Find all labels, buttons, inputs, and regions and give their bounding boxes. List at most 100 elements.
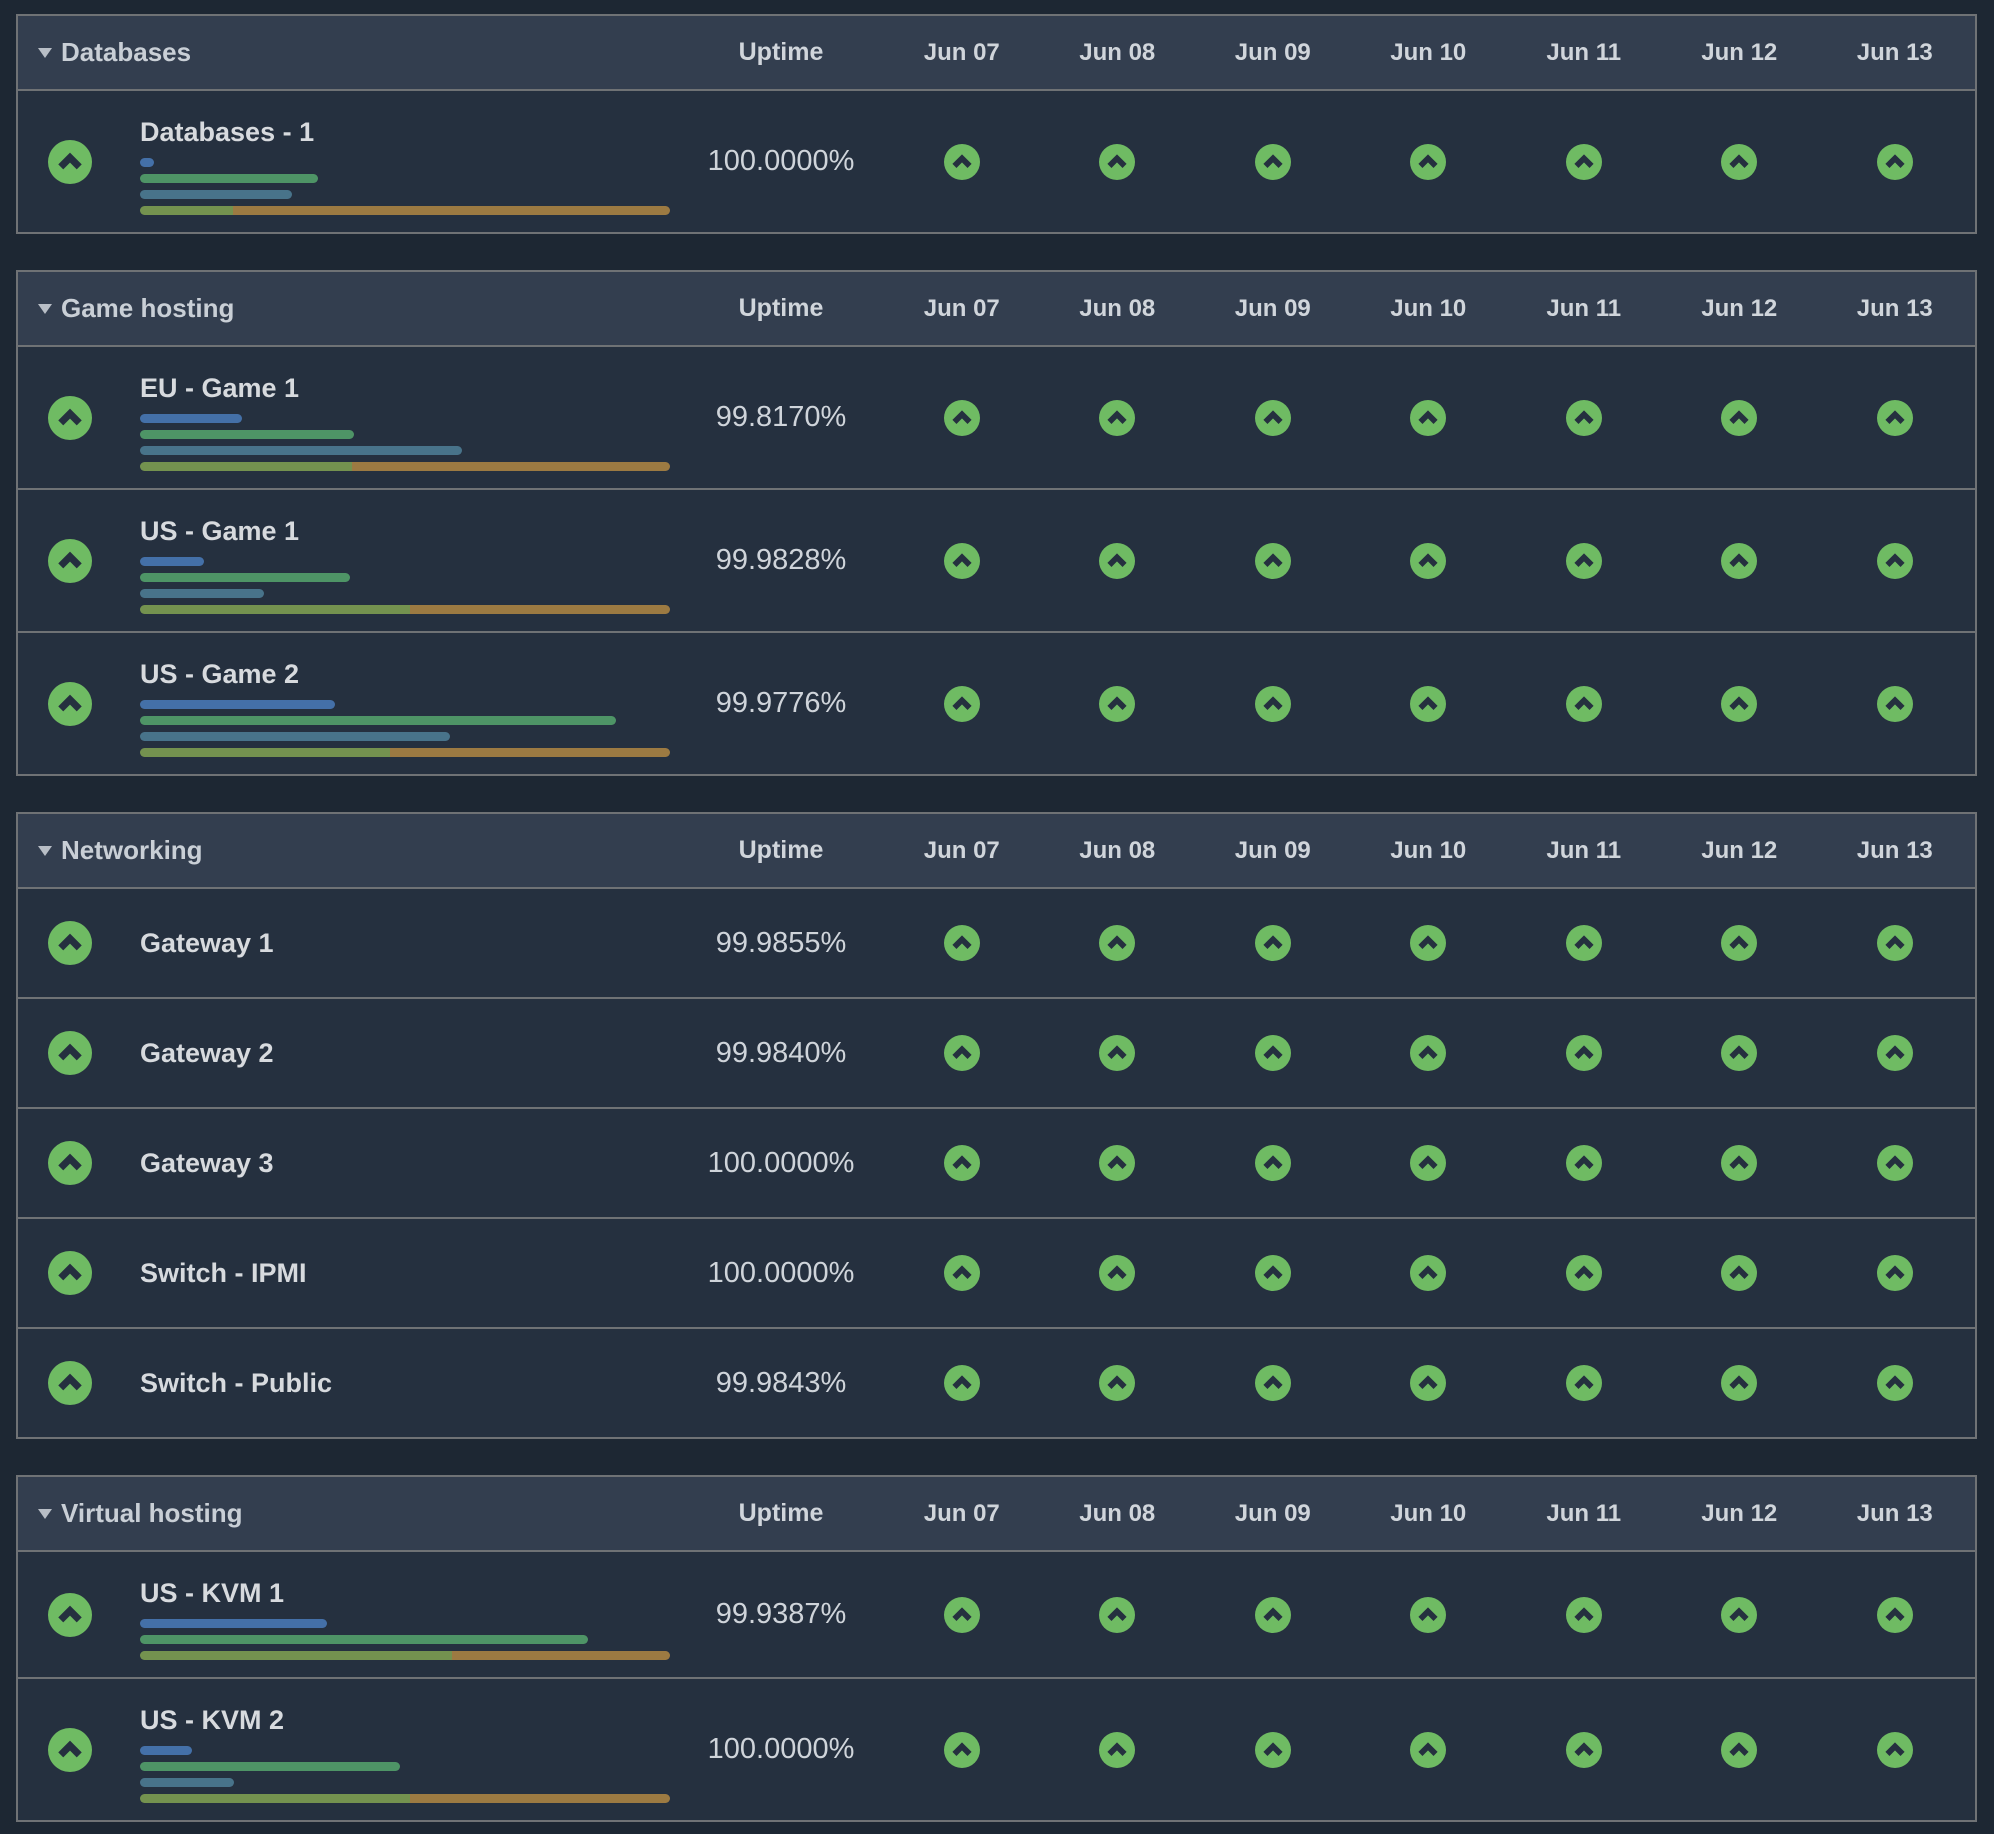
monitor-name: Gateway 3 [140,1148,274,1178]
date-column-header: Jun 08 [1079,294,1156,322]
date-column-header: Jun 13 [1856,38,1933,66]
daily-status-up-icon [943,1035,980,1071]
daily-status-cell [1817,1329,1973,1437]
monitor-name: US - KVM 1 [140,1578,285,1608]
date-column-header: Jun 10 [1390,836,1467,864]
monitor-summary: Databases - 1 [140,91,678,215]
status-up-icon [48,1727,92,1772]
daily-status-cell [1506,633,1662,774]
status-up-icon [48,1251,92,1295]
daily-status-cell [1040,999,1196,1107]
section-collapse-toggle[interactable]: Networking [18,835,678,866]
daily-status-cell [1195,1329,1351,1437]
response-bar-segment [410,1794,670,1803]
status-up-icon [48,1031,92,1075]
section-collapse-toggle[interactable]: Databases [18,37,678,68]
date-column-header: Jun 07 [923,38,1000,66]
daily-status-cell [1506,1109,1662,1217]
daily-status-up-icon [1410,1731,1447,1768]
response-bar-segment [140,573,350,582]
response-bar [140,430,678,439]
section-collapse-toggle[interactable]: Game hosting [18,293,678,324]
date-column-header: Jun 13 [1856,1499,1933,1527]
monitor-row: US - KVM 1 99.9387% [18,1550,1975,1677]
response-bar [140,414,678,423]
daily-status-up-icon [1254,143,1291,180]
response-bar-segment [140,700,335,709]
uptime-value: 99.9387% [715,1598,847,1630]
response-bar-segment [352,462,670,471]
daily-status-cell [884,1329,1040,1437]
monitor-name-cell: US - KVM 1 [18,1552,678,1677]
daily-status-cell [884,1679,1040,1820]
response-bar [140,158,678,167]
daily-status-cell [1662,490,1818,631]
response-bar-segment [452,1651,670,1660]
daily-status-up-icon [1876,399,1913,436]
daily-status-cell [1817,347,1973,488]
uptime-value: 99.9855% [715,926,847,959]
daily-status-up-icon [1721,1596,1758,1633]
daily-status-up-icon [1254,1596,1291,1633]
daily-status-cell [1195,889,1351,997]
daily-status-up-icon [1876,143,1913,180]
daily-status-up-icon [1410,1255,1447,1291]
daily-status-cell [1662,1109,1818,1217]
response-bar [140,446,678,455]
uptime-column-header: Uptime [738,1499,824,1527]
date-column-header: Jun 11 [1546,38,1622,66]
daily-status-up-icon [1410,399,1447,436]
response-bar [140,1746,678,1755]
daily-status-up-icon [1721,1255,1758,1291]
section-header: Game hosting Uptime Jun 07 Jun 08 Jun 09 Jun … [18,272,1975,345]
status-up-icon [48,1141,92,1185]
daily-status-up-icon [1565,1365,1602,1401]
daily-status-cell [1662,1329,1818,1437]
status-up-icon [48,395,92,440]
daily-status-up-icon [1876,1365,1913,1401]
monitor-name: EU - Game 1 [140,373,300,403]
daily-status-cell [1351,633,1507,774]
collapse-chevron-down-icon[interactable] [38,47,52,58]
daily-status-cell [1662,1219,1818,1327]
monitor-name: US - Game 1 [140,516,300,546]
uptime-value: 99.9828% [715,544,847,576]
daily-status-cell [1817,490,1973,631]
response-bar-segment [140,1635,588,1644]
daily-status-cell [1040,347,1196,488]
daily-status-up-icon [1410,1596,1447,1633]
response-bar [140,716,678,725]
response-bar-segment [140,748,390,757]
response-bar [140,748,678,757]
section-virtual-hosting: Virtual hosting Uptime Jun 07 Jun 08 Jun 09 J… [16,1475,1977,1822]
uptime-column-header: Uptime [738,294,824,322]
daily-status-up-icon [1721,685,1758,722]
monitor-name: US - Game 2 [140,659,300,689]
daily-status-cell [1040,633,1196,774]
response-bar-segment [140,557,204,566]
daily-status-up-icon [1565,1145,1602,1181]
collapse-chevron-down-icon[interactable] [38,1508,52,1519]
date-column-header: Jun 10 [1390,294,1467,322]
section-title-label: Networking [61,835,203,865]
response-bar-segment [140,589,264,598]
daily-status-up-icon [943,1365,980,1401]
daily-status-cell [884,1109,1040,1217]
monitor-summary: US - Game 1 [140,490,678,614]
section-collapse-toggle[interactable]: Virtual hosting [18,1498,678,1529]
collapse-chevron-down-icon[interactable] [38,845,52,856]
daily-status-cell [884,1219,1040,1327]
collapse-chevron-down-icon[interactable] [38,303,52,314]
daily-status-cell [1040,1552,1196,1677]
response-bar-segment [140,462,352,471]
daily-status-up-icon [1721,1145,1758,1181]
daily-status-cell [1506,490,1662,631]
status-up-icon [48,681,92,726]
daily-status-up-icon [1410,143,1447,180]
response-bar [140,174,678,183]
response-bar-segment [140,206,233,215]
date-column-header: Jun 12 [1701,38,1778,66]
response-bar-segment [140,446,462,455]
daily-status-cell [1040,490,1196,631]
monitor-name-cell: EU - Game 1 [18,347,678,488]
